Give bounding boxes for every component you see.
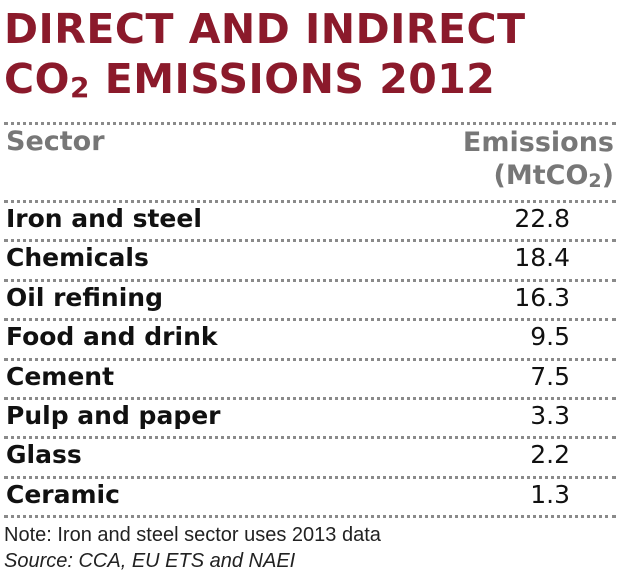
row-divider [4,278,616,282]
row-sector: Pulp and paper [6,401,221,430]
row-value: 16.3 [514,282,570,312]
table-row: Food and drink 9.5 [6,320,614,359]
table-row: Oil refining 16.3 [6,281,614,320]
row-sector: Food and drink [6,322,218,352]
footnote: Note: Iron and steel sector uses 2013 da… [4,524,381,546]
table-row: Ceramic 1.3 [6,478,614,517]
title-subscript: 2 [69,71,90,104]
row-divider [4,318,616,322]
source-note: Source: CCA, EU ETS and NAEI [4,550,296,572]
header-unit-sub: 2 [588,170,602,192]
row-value: 7.5 [530,361,570,391]
row-value: 18.4 [514,243,570,273]
table-header: Sector Emissions (MtCO2) [6,126,614,196]
row-value: 22.8 [514,204,570,233]
row-sector: Iron and steel [6,204,202,233]
row-value: 2.2 [530,440,570,470]
table-row: Pulp and paper 3.3 [6,399,614,438]
table-row: Iron and steel 22.8 [6,202,614,241]
divider-top [4,122,616,125]
title-line-2: CO2 EMISSIONS 2012 [4,54,616,104]
header-emissions-label: Emissions [462,127,614,158]
row-divider [4,436,616,440]
table-row: Chemicals 18.4 [6,241,614,280]
row-divider [4,397,616,400]
row-divider [4,475,616,479]
row-sector: Ceramic [6,479,120,509]
header-unit-post: ) [601,160,614,191]
row-divider [4,239,616,243]
row-sector: Chemicals [6,243,149,273]
table-row: Cement 7.5 [6,360,614,399]
header-sector: Sector [6,126,105,157]
row-value: 3.3 [530,401,570,430]
header-emissions: Emissions (MtCO2) [463,126,614,192]
title-line-1: DIRECT AND INDIRECT [4,5,526,53]
divider-header [4,200,616,203]
row-divider [4,357,616,361]
row-value: 1.3 [530,479,570,509]
title-rest: EMISSIONS 2012 [89,55,496,103]
row-divider [4,515,616,519]
chart-title: DIRECT AND INDIRECT CO2 EMISSIONS 2012 [4,4,616,104]
title-co: CO [4,55,70,103]
row-value: 9.5 [530,322,570,352]
row-sector: Glass [6,440,82,470]
row-sector: Oil refining [6,282,163,312]
header-unit-pre: (MtCO [493,160,589,191]
header-unit: (MtCO2) [463,159,614,192]
table-row: Glass 2.2 [6,438,614,477]
row-sector: Cement [6,361,115,391]
